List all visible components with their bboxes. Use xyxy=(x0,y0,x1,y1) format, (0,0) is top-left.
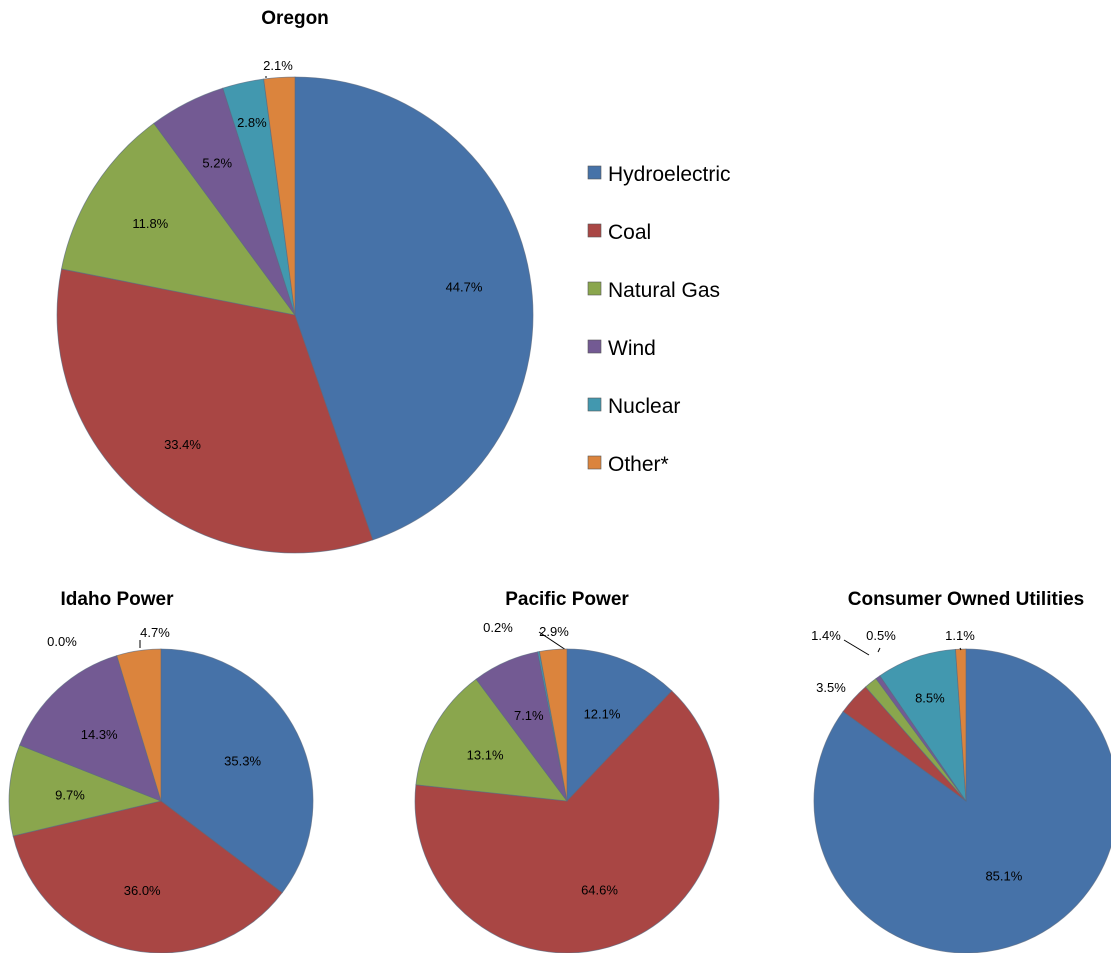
slices-pacific-power: 12.1% 64.6% 13.1% 7.1% 0.2% 2.9% xyxy=(415,620,719,953)
legend-swatch-nuclear xyxy=(588,398,601,411)
legend-swatch-coal xyxy=(588,224,601,237)
label-pacific-power-other: 2.9% xyxy=(539,624,569,639)
label-pacific-power-natural-gas: 13.1% xyxy=(467,747,504,762)
label-idaho-power-natural-gas: 9.7% xyxy=(55,787,85,802)
legend-swatch-wind xyxy=(588,340,601,353)
label-consumer-owned-utilities-hydroelectric: 85.1% xyxy=(985,869,1022,884)
chart-oregon: Oregon 44.7% 33.4% 11.8% 5.2% 2.8% 2.1% xyxy=(57,8,533,553)
legend-label-wind: Wind xyxy=(608,337,656,360)
label-idaho-power-hydroelectric: 35.3% xyxy=(224,753,261,768)
label-consumer-owned-utilities-coal: 3.5% xyxy=(816,680,846,695)
label-pacific-power-nuclear: 0.2% xyxy=(483,620,513,635)
label-consumer-owned-utilities-natural-gas: 1.4% xyxy=(811,628,841,643)
slices-idaho-power: 35.3% 36.0% 9.7% 14.3% 0.0% 4.7% xyxy=(9,625,313,953)
label-idaho-power-other: 4.7% xyxy=(140,625,170,640)
chart-title-pacific-power: Pacific Power xyxy=(505,589,629,610)
legend-label-coal: Coal xyxy=(608,221,651,244)
chart-title-oregon: Oregon xyxy=(261,8,329,29)
chart-pacific-power: Pacific Power 12.1% 64.6% 13.1% 7.1% 0.2% 2.9… xyxy=(415,589,719,953)
legend-swatch-natural-gas xyxy=(588,282,601,295)
label-pacific-power-coal: 64.6% xyxy=(581,883,618,898)
label-idaho-power-wind: 14.3% xyxy=(81,727,118,742)
legend-label-hydroelectric: Hydroelectric xyxy=(608,163,731,186)
chart-idaho-power: Idaho Power 35.3% 36.0% 9.7% 14.3% 0.0% 4.7% xyxy=(9,589,313,953)
label-idaho-power-coal: 36.0% xyxy=(124,883,161,898)
chart-title-idaho-power: Idaho Power xyxy=(61,589,175,610)
label-pacific-power-hydroelectric: 12.1% xyxy=(584,707,621,722)
legend-label-natural-gas: Natural Gas xyxy=(608,279,720,302)
chart-title-consumer-owned-utilities: Consumer Owned Utilities xyxy=(848,589,1084,610)
label-consumer-owned-utilities-wind: 0.5% xyxy=(866,628,896,643)
label-oregon-coal: 33.4% xyxy=(164,437,201,452)
leader-line-consumer-owned-utilities-wind xyxy=(878,648,880,652)
slices-consumer-owned-utilities: 85.1% 3.5% 1.4% 0.5% 8.5% 1.1% xyxy=(811,628,1111,953)
label-oregon-other: 2.1% xyxy=(263,58,293,73)
label-oregon-hydroelectric: 44.7% xyxy=(446,280,483,295)
legend-label-other: Other* xyxy=(608,453,669,476)
legend: Hydroelectric Coal Natural Gas Wind Nuclear O… xyxy=(588,163,731,476)
legend-swatch-other xyxy=(588,456,601,469)
legend-label-nuclear: Nuclear xyxy=(608,395,680,418)
label-consumer-owned-utilities-nuclear: 8.5% xyxy=(915,691,945,706)
label-oregon-nuclear: 2.8% xyxy=(237,115,267,130)
slices-oregon: 44.7% 33.4% 11.8% 5.2% 2.8% 2.1% xyxy=(57,58,533,553)
legend-swatch-hydroelectric xyxy=(588,166,601,179)
label-oregon-wind: 5.2% xyxy=(202,155,232,170)
label-idaho-power-nuclear: 0.0% xyxy=(47,634,77,649)
chart-consumer-owned-utilities: Consumer Owned Utilities 85.1% 3.5% 1.4% 0.… xyxy=(811,589,1111,953)
label-oregon-natural-gas: 11.8% xyxy=(132,216,168,231)
label-consumer-owned-utilities-other: 1.1% xyxy=(945,628,975,643)
label-pacific-power-wind: 7.1% xyxy=(514,708,544,723)
